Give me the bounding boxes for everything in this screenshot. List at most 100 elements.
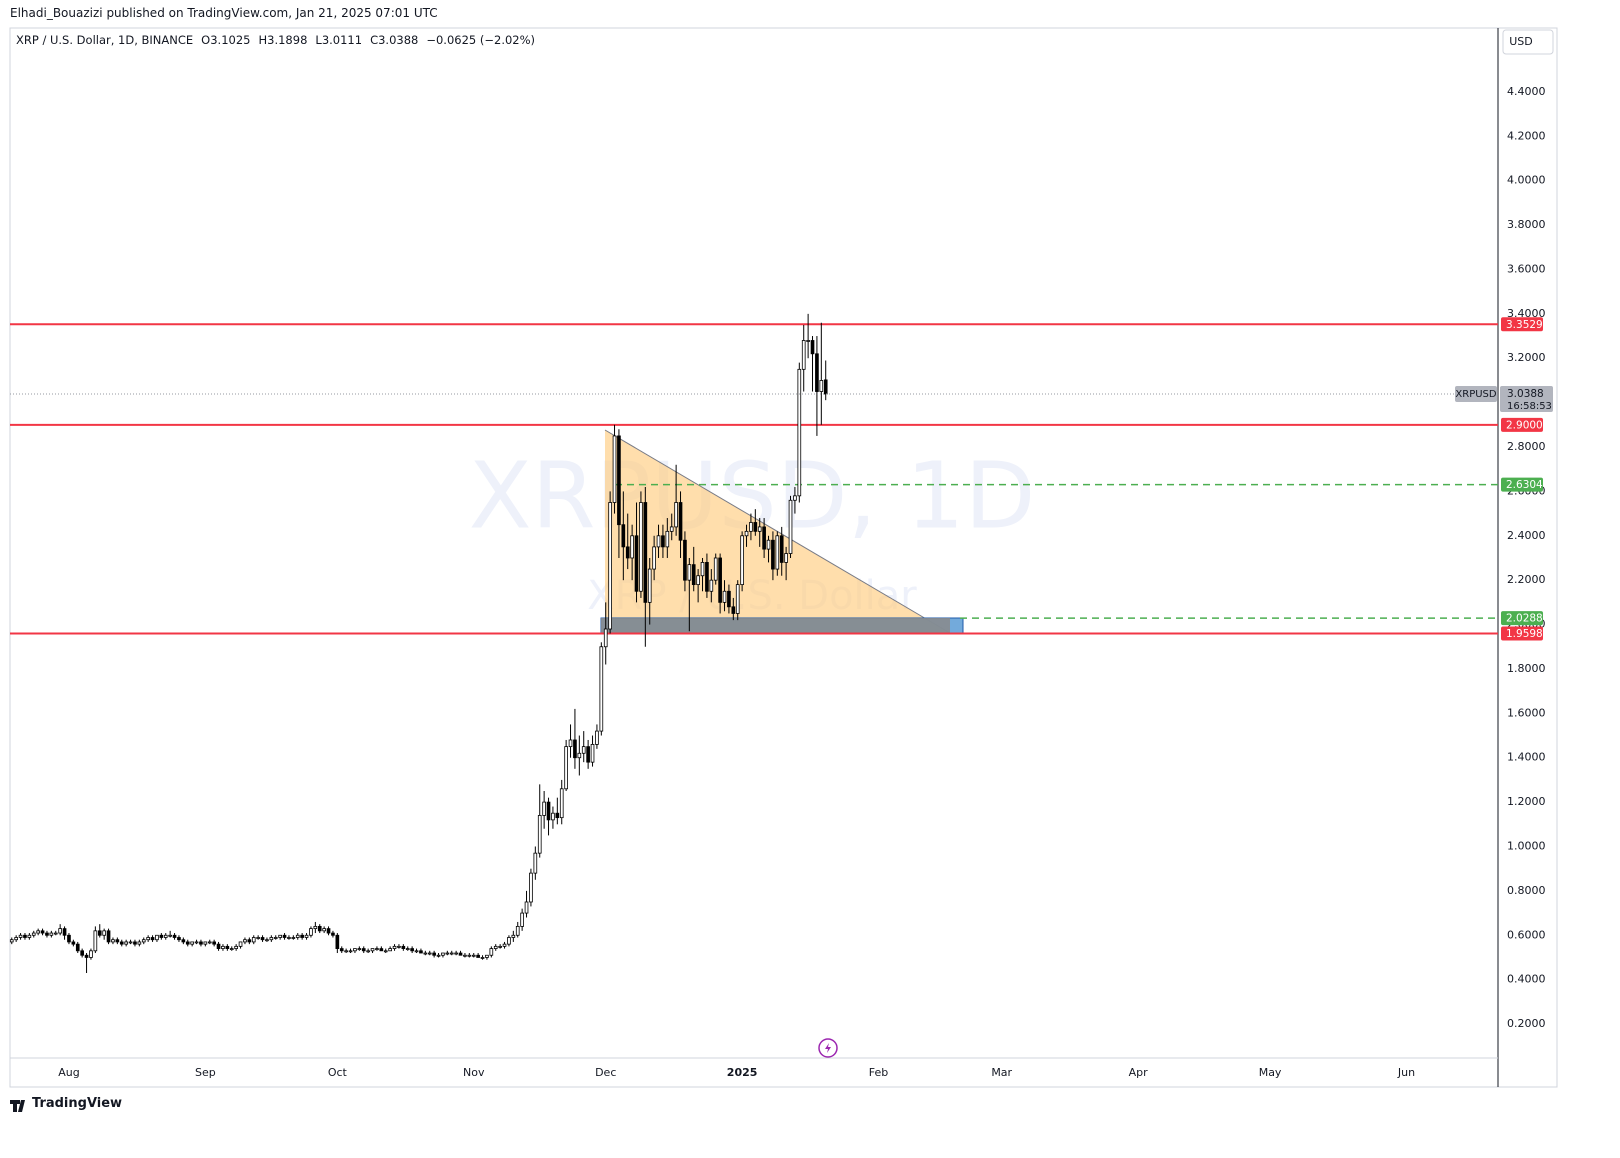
candle-body	[546, 801, 551, 821]
candle-body	[322, 928, 326, 932]
candle-body	[31, 932, 36, 936]
candle-body	[595, 730, 599, 745]
candle-body	[190, 941, 194, 945]
ohlc-value: 3.1898	[267, 33, 308, 47]
candle-body	[229, 948, 234, 950]
x-tick-label: 2025	[727, 1066, 758, 1079]
candle-body	[243, 939, 247, 943]
candle-body	[383, 950, 388, 953]
candle-body	[344, 950, 348, 953]
candle-body	[23, 934, 27, 938]
candle-body	[155, 934, 159, 941]
level-badge	[1501, 611, 1543, 626]
candle-body	[639, 502, 643, 592]
candle-body	[366, 950, 370, 953]
candle-body	[617, 435, 621, 526]
change: −0.0625 (−2.02%)	[426, 33, 536, 47]
candle-body	[172, 934, 177, 938]
candle-body	[599, 646, 604, 732]
candle-body	[463, 954, 467, 957]
candle-body	[53, 932, 58, 935]
price-badge-label: 3.0388	[1507, 388, 1544, 400]
candle-body	[212, 941, 216, 945]
candle-body	[115, 939, 120, 943]
y-tick-label: 1.0000	[1507, 839, 1546, 852]
candle-body	[630, 535, 634, 559]
candle-body	[287, 937, 291, 939]
candle-body	[97, 930, 102, 936]
candle-body	[89, 950, 93, 958]
candle-body	[300, 934, 304, 938]
candle-body	[150, 937, 155, 941]
y-tick-label: 1.6000	[1507, 706, 1546, 719]
candle-body	[515, 925, 520, 936]
candle-body	[427, 952, 432, 955]
chart-frame	[9, 27, 1558, 1088]
candle-body	[493, 945, 498, 949]
y-tick-label: 2.8000	[1507, 440, 1546, 453]
candle-body	[762, 526, 766, 550]
candle-body	[815, 353, 819, 392]
candle-body	[507, 937, 511, 945]
candle-body	[141, 939, 146, 943]
candle-body	[705, 562, 709, 592]
level-badge-label: 1.9598	[1506, 628, 1543, 640]
candle-body	[370, 948, 375, 952]
publish-header: Elhadi_Bouazizi published on TradingView…	[10, 6, 438, 20]
candle-body	[419, 950, 423, 954]
currency-box[interactable]	[1502, 29, 1554, 55]
candle-body	[392, 945, 397, 949]
candle-body	[749, 522, 753, 532]
candle-body	[36, 930, 40, 934]
level-badge-label: 2.6304	[1506, 479, 1543, 491]
currency-label[interactable]: USD	[1509, 35, 1533, 48]
y-tick-label: 2.2000	[1507, 573, 1546, 586]
candle-body	[533, 852, 538, 874]
level-badge	[1501, 317, 1543, 332]
support-zone-overlay	[601, 618, 950, 633]
candle-body	[14, 937, 18, 941]
candle-body	[80, 950, 84, 956]
candle-body	[168, 934, 172, 937]
candle-body	[291, 937, 296, 939]
candle-body	[810, 340, 815, 355]
candle-body	[819, 380, 824, 392]
candle-body	[735, 584, 740, 614]
candle-body	[551, 812, 555, 821]
candle-body	[317, 925, 322, 932]
candle-body	[339, 948, 344, 952]
candle-body	[621, 524, 626, 548]
x-tick-label: Dec	[595, 1066, 616, 1079]
x-tick-label: Aug	[58, 1066, 79, 1079]
candle-body	[225, 945, 230, 949]
y-tick-label: 2.4000	[1507, 529, 1546, 542]
candle-body	[256, 937, 260, 939]
price-badge	[1500, 386, 1553, 413]
candle-body	[454, 952, 458, 955]
candle-body	[269, 937, 274, 941]
candle-body	[106, 930, 111, 943]
ticker-badge	[1455, 386, 1497, 403]
candle-body	[568, 739, 573, 748]
candle-body	[216, 943, 221, 949]
candle-body	[784, 553, 788, 563]
candle-body	[511, 934, 516, 938]
candle-body	[823, 379, 828, 395]
level-badge-label: 2.0288	[1506, 613, 1543, 625]
x-tick-label: Jun	[1397, 1066, 1415, 1079]
candle-body	[634, 535, 639, 592]
logo-icon[interactable]	[818, 1038, 838, 1058]
candle-body	[581, 746, 586, 754]
ohlc-value: 3.0111	[321, 33, 363, 47]
candle-body	[163, 934, 168, 938]
y-tick-label: 0.6000	[1507, 928, 1546, 941]
candle-body	[696, 575, 700, 586]
candle-body	[542, 801, 546, 816]
candle-body	[304, 934, 309, 938]
candle-body	[771, 539, 775, 570]
candle-body	[498, 945, 502, 948]
candle-body	[731, 606, 736, 614]
x-tick-label: May	[1259, 1066, 1282, 1079]
candle-body	[801, 340, 806, 370]
